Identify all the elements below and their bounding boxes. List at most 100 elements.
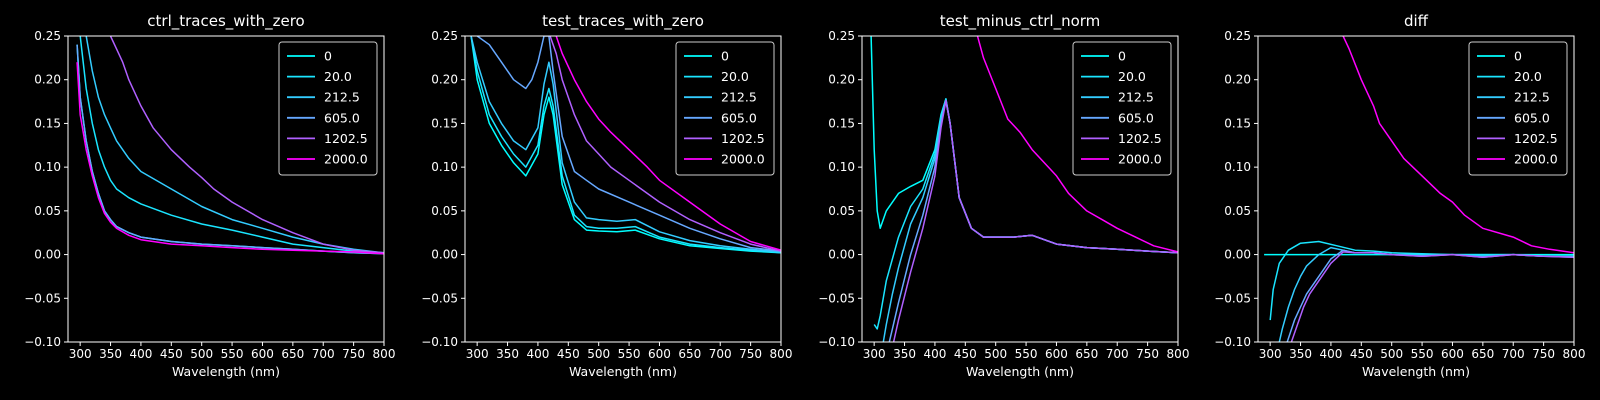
legend: 0 20.0 212.5 605.0 1202.5 2000.0 [1072, 41, 1172, 176]
legend-entry: 20.0 [1514, 69, 1542, 84]
legend-entry: 212.5 [1118, 90, 1154, 105]
chart-title: ctrl_traces_with_zero [147, 12, 304, 31]
legend-entry: 20.0 [1118, 69, 1146, 84]
x-tick-label: 450 [1350, 347, 1373, 361]
legend-entry: 0 [1514, 49, 1522, 64]
chart-title: test_minus_ctrl_norm [940, 12, 1101, 31]
legend-entry: 212.5 [721, 90, 757, 105]
x-tick-label: 500 [587, 347, 610, 361]
legend-entry: 212.5 [324, 90, 360, 105]
series-lines [1264, 36, 1574, 342]
y-tick-label: −0.05 [24, 291, 61, 305]
y-tick-label: −0.10 [421, 335, 458, 349]
legend-entry: 2000.0 [721, 152, 765, 167]
y-tick-label: 0.00 [34, 248, 61, 262]
x-tick-label: 450 [557, 347, 580, 361]
y-tick-label: 0.25 [828, 29, 855, 43]
x-tick-label: 750 [739, 347, 762, 361]
y-tick-label: 0.10 [828, 160, 855, 174]
x-tick-label: 400 [923, 347, 946, 361]
legend-entry: 605.0 [721, 110, 757, 125]
plot-frame [67, 35, 385, 343]
y-tick-label: 0.20 [34, 73, 61, 87]
legend-box [278, 41, 378, 176]
legend-entry: 2000.0 [1118, 152, 1162, 167]
legend-entry: 0 [721, 49, 729, 64]
x-tick-label: 350 [893, 347, 916, 361]
y-tick-label: −0.10 [24, 335, 61, 349]
y-tick-label: −0.05 [1214, 291, 1251, 305]
y-tick-label: 0.15 [34, 116, 61, 130]
chart-panel-4: diff 300 350 400 450 500 550 600 650 700 750 800 −0.… [1214, 12, 1585, 379]
series-line-2000.0 [976, 36, 1178, 253]
y-tick-label: 0.20 [431, 73, 458, 87]
y-tick-label: 0.20 [1224, 73, 1251, 87]
x-tick-label: 450 [954, 347, 977, 361]
series-line-605.0 [476, 36, 781, 252]
series-line-20.0 [1269, 240, 1574, 321]
legend-entry: 212.5 [1514, 90, 1550, 105]
y-tick-label: 0.25 [1224, 29, 1251, 43]
x-tick-label: 750 [342, 347, 365, 361]
chart-panel-1: ctrl_traces_with_zero 300 350 400 450 500 550 6… [24, 12, 395, 379]
y-tick-label: −0.10 [818, 335, 855, 349]
series-lines [870, 36, 1178, 342]
series-line-2000.0 [1342, 36, 1574, 254]
x-tick-label: 450 [160, 347, 183, 361]
x-tick-label: 300 [863, 347, 886, 361]
x-tick-label: 300 [466, 347, 489, 361]
chart-panel-2: test_traces_with_zero 300 350 400 450 500 550 6… [421, 12, 792, 379]
y-tick-label: 0.15 [1224, 116, 1251, 130]
x-tick-label: 800 [770, 347, 793, 361]
x-tick-label: 500 [190, 347, 213, 361]
x-tick-label: 550 [1411, 347, 1434, 361]
x-tick-label: 700 [1502, 347, 1525, 361]
series-line-1202.5 [549, 36, 781, 252]
y-tick-label: 0.05 [1224, 204, 1251, 218]
x-tick-label: 650 [1075, 347, 1098, 361]
x-tick-label: 550 [618, 347, 641, 361]
x-axis-label: Wavelength (nm) [966, 364, 1074, 379]
series-line-1202.5 [109, 36, 384, 254]
series-line-1202.5 [892, 99, 1178, 342]
x-tick-label: 550 [221, 347, 244, 361]
x-tick-label: 700 [709, 347, 732, 361]
x-tick-label: 700 [1106, 347, 1129, 361]
series-line-0 [470, 36, 781, 254]
y-tick-label: 0.15 [828, 116, 855, 130]
legend-box [1468, 41, 1568, 176]
x-tick-label: 600 [1441, 347, 1464, 361]
y-tick-label: 0.00 [828, 248, 855, 262]
x-tick-label: 550 [1015, 347, 1038, 361]
legend-entry: 0 [324, 49, 332, 64]
series-line-2000.0 [76, 62, 384, 255]
series-line-212.5 [1278, 246, 1574, 342]
legend-entry: 1202.5 [1514, 131, 1558, 146]
legend-entry: 1202.5 [721, 131, 765, 146]
legend-box [675, 41, 775, 176]
x-tick-label: 350 [99, 347, 122, 361]
x-tick-label: 750 [1532, 347, 1555, 361]
y-tick-label: 0.00 [1224, 248, 1251, 262]
legend-entry: 20.0 [324, 69, 352, 84]
legend-entry: 20.0 [721, 69, 749, 84]
y-tick-label: 0.05 [34, 204, 61, 218]
plot-frame [1257, 35, 1575, 343]
y-tick-label: 0.25 [34, 29, 61, 43]
chart-title: diff [1404, 12, 1429, 30]
series-line-212.5 [85, 36, 384, 254]
legend: 0 20.0 212.5 605.0 1202.5 2000.0 [278, 41, 378, 176]
legend: 0 20.0 212.5 605.0 1202.5 2000.0 [675, 41, 775, 176]
x-tick-label: 600 [648, 347, 671, 361]
y-tick-label: 0.05 [828, 204, 855, 218]
legend-entry: 2000.0 [324, 152, 368, 167]
x-tick-label: 750 [1136, 347, 1159, 361]
y-tick-label: 0.25 [431, 29, 458, 43]
x-tick-label: 600 [251, 347, 274, 361]
y-tick-label: 0.05 [431, 204, 458, 218]
x-axis-label: Wavelength (nm) [569, 364, 677, 379]
x-tick-label: 800 [1167, 347, 1190, 361]
x-tick-label: 800 [1563, 347, 1586, 361]
legend: 0 20.0 212.5 605.0 1202.5 2000.0 [1468, 41, 1568, 176]
